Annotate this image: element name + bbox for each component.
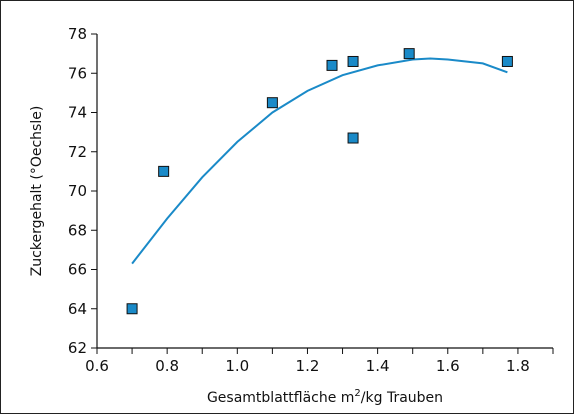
x-tick-label: 1.2 bbox=[296, 357, 320, 375]
x-tick-label: 0.8 bbox=[155, 357, 179, 375]
data-point bbox=[326, 59, 338, 71]
data-point bbox=[158, 165, 170, 177]
x-tick-label: 1.4 bbox=[366, 357, 390, 375]
x-axis-label: Gesamtblattfläche m2/kg Trauben bbox=[207, 388, 443, 406]
x-ticks: 0.6 0.8 1.0 1.2 1.4 1.6 1.8 bbox=[85, 348, 554, 375]
y-tick-label: 62 bbox=[68, 339, 87, 357]
data-point bbox=[347, 132, 359, 144]
axes bbox=[96, 34, 553, 349]
x-axis-label-suffix: /kg Trauben bbox=[361, 390, 443, 406]
y-tick-label: 68 bbox=[68, 221, 87, 239]
x-tick-label: 1.8 bbox=[506, 357, 530, 375]
data-point bbox=[501, 55, 513, 67]
x-axis-label-superscript: 2 bbox=[354, 388, 360, 399]
x-tick-label: 0.6 bbox=[85, 357, 109, 375]
y-tick-label: 70 bbox=[68, 182, 87, 200]
y-ticks: 62 64 66 68 70 72 74 76 78 bbox=[68, 25, 97, 357]
y-axis-label: Zuckergehalt (°Oechsle) bbox=[29, 106, 45, 277]
y-tick-label: 66 bbox=[68, 261, 87, 279]
data-points bbox=[126, 48, 513, 315]
data-point bbox=[347, 55, 359, 67]
x-tick-label: 1.0 bbox=[225, 357, 249, 375]
x-axis-label-main: Gesamtblattfläche m bbox=[207, 390, 354, 406]
y-tick-label: 72 bbox=[68, 143, 87, 161]
y-tick-label: 74 bbox=[68, 104, 87, 122]
data-point bbox=[266, 97, 278, 109]
y-tick-label: 78 bbox=[68, 25, 87, 43]
y-tick-label: 64 bbox=[68, 300, 87, 318]
x-tick-label: 1.6 bbox=[436, 357, 460, 375]
trendline bbox=[131, 57, 508, 265]
data-point bbox=[126, 303, 138, 315]
data-point bbox=[403, 48, 415, 60]
y-tick-label: 76 bbox=[68, 64, 87, 82]
